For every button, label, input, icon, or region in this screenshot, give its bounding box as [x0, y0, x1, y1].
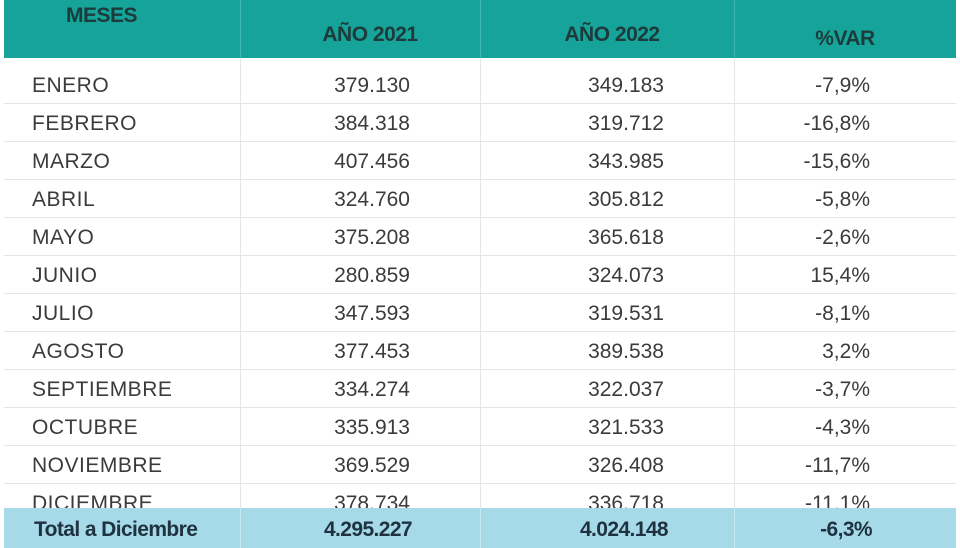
header-divider: [734, 0, 735, 58]
year-2021-cell: 375.208: [334, 226, 410, 249]
header-divider: [480, 0, 481, 58]
header-year-2021: AÑO 2021: [240, 0, 480, 58]
month-cell: OCTUBRE: [32, 416, 139, 439]
header-months-label: MESES: [66, 4, 138, 27]
year-2022-cell: 324.073: [588, 264, 664, 287]
header-months: MESES: [4, 0, 240, 58]
year-2021-cell: 377.453: [334, 340, 410, 363]
column-divider: [480, 58, 481, 508]
month-cell: JUNIO: [32, 264, 98, 287]
variation-cell: -11,7%: [805, 454, 870, 477]
table-row: SEPTIEMBRE 334.274 322.037 -3,7%: [4, 370, 956, 408]
variation-cell: -2,6%: [815, 226, 870, 249]
table-row: MAYO 375.208 365.618 -2,6%: [4, 218, 956, 256]
variation-cell: -3,7%: [815, 378, 870, 401]
variation-cell: -16,8%: [803, 112, 870, 135]
header-year-2021-label: AÑO 2021: [322, 23, 418, 46]
header-variation: %VAR: [734, 0, 956, 58]
month-cell: MAYO: [32, 226, 95, 249]
year-2022-cell: 343.985: [588, 150, 664, 173]
variation-cell: 15,4%: [810, 264, 870, 287]
total-year-2021: 4.295.227: [323, 518, 413, 541]
year-2021-cell: 347.593: [334, 302, 410, 325]
month-cell: FEBRERO: [32, 112, 138, 135]
table-row: ABRIL 324.760 305.812 -5,8%: [4, 180, 956, 218]
year-2021-cell: 379.130: [334, 74, 410, 97]
header-variation-label: %VAR: [815, 27, 875, 50]
variation-cell: 3,2%: [822, 340, 870, 363]
year-2022-cell: 319.712: [588, 112, 664, 135]
table-row: MARZO 407.456 343.985 -15,6%: [4, 142, 956, 180]
table-row: OCTUBRE 335.913 321.533 -4,3%: [4, 408, 956, 446]
year-2022-cell: 349.183: [588, 74, 664, 97]
column-divider: [240, 58, 241, 508]
header-divider: [240, 0, 241, 58]
month-cell: SEPTIEMBRE: [32, 378, 173, 401]
table-row: AGOSTO 377.453 389.538 3,2%: [4, 332, 956, 370]
month-cell: ABRIL: [32, 188, 96, 211]
year-2022-cell: 305.812: [588, 188, 664, 211]
month-cell: AGOSTO: [32, 340, 125, 363]
monthly-comparison-table: MESES AÑO 2021 AÑO 2022 %VAR ENERO 379.13…: [4, 0, 956, 548]
variation-cell: -8,1%: [815, 302, 870, 325]
table-body: ENERO 379.130 349.183 -7,9% FEBRERO 384.318 3…: [4, 66, 956, 522]
total-divider: [480, 508, 481, 548]
month-cell: JULIO: [32, 302, 95, 325]
variation-cell: -15,6%: [803, 150, 870, 173]
total-divider: [734, 508, 735, 548]
month-cell: NOVIEMBRE: [32, 454, 163, 477]
table-row: JULIO 347.593 319.531 -8,1%: [4, 294, 956, 332]
header-year-2022: AÑO 2022: [480, 0, 734, 58]
total-variation: -6,3%: [820, 518, 872, 541]
year-2022-cell: 365.618: [588, 226, 664, 249]
variation-cell: -7,9%: [815, 74, 870, 97]
year-2022-cell: 321.533: [588, 416, 664, 439]
variation-cell: -5,8%: [815, 188, 870, 211]
table-row: FEBRERO 384.318 319.712 -16,8%: [4, 104, 956, 142]
table-header: MESES AÑO 2021 AÑO 2022 %VAR: [4, 0, 956, 58]
variation-cell: -4,3%: [815, 416, 870, 439]
year-2021-cell: 384.318: [334, 112, 410, 135]
year-2022-cell: 389.538: [588, 340, 664, 363]
year-2021-cell: 335.913: [334, 416, 410, 439]
total-divider: [240, 508, 241, 548]
year-2021-cell: 369.529: [334, 454, 410, 477]
header-year-2022-label: AÑO 2022: [564, 23, 660, 46]
total-label: Total a Diciembre: [34, 518, 198, 541]
table-row: NOVIEMBRE 369.529 326.408 -11,7%: [4, 446, 956, 484]
year-2022-cell: 319.531: [588, 302, 664, 325]
year-2021-cell: 324.760: [334, 188, 410, 211]
year-2021-cell: 407.456: [334, 150, 410, 173]
year-2021-cell: 334.274: [334, 378, 410, 401]
month-cell: ENERO: [32, 74, 110, 97]
year-2022-cell: 322.037: [588, 378, 664, 401]
column-divider: [734, 58, 735, 508]
year-2022-cell: 326.408: [588, 454, 664, 477]
table-row: JUNIO 280.859 324.073 15,4%: [4, 256, 956, 294]
year-2021-cell: 280.859: [334, 264, 410, 287]
table-row: ENERO 379.130 349.183 -7,9%: [4, 66, 956, 104]
month-cell: MARZO: [32, 150, 111, 173]
total-year-2022: 4.024.148: [579, 518, 669, 541]
